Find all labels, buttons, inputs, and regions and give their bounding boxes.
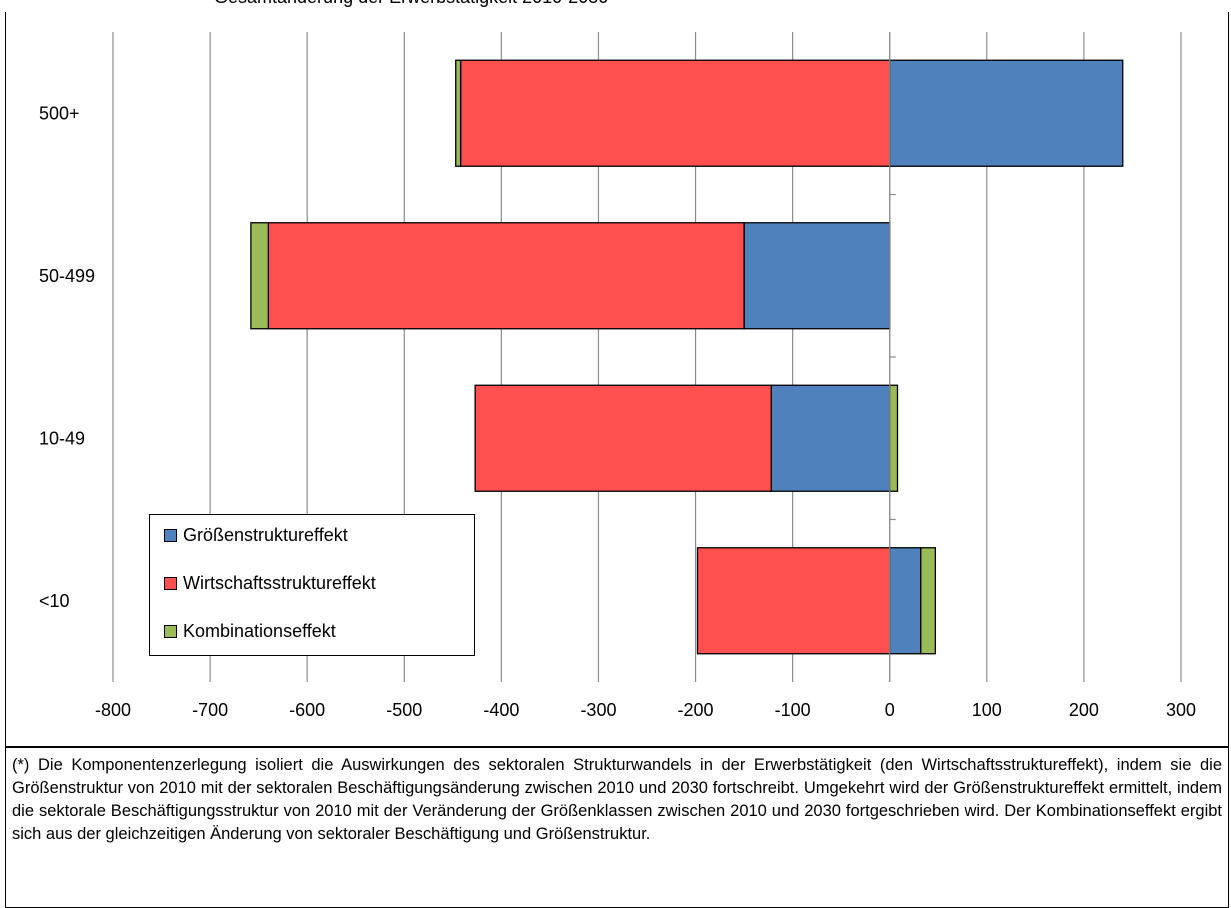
x-tick-label: -300 bbox=[580, 700, 616, 720]
x-tick-label: -700 bbox=[192, 700, 228, 720]
chart-caption-cropped: Gesamtänderung der Erwerbstätigkeit 2010… bbox=[214, 0, 608, 8]
x-tick-label: -600 bbox=[289, 700, 325, 720]
bar-kombinationseffekt-50499 bbox=[250, 222, 269, 330]
bar-kombinationseffekt-1049 bbox=[889, 384, 899, 492]
legend-label: Größenstruktureffekt bbox=[183, 525, 348, 545]
x-tick-label: 100 bbox=[972, 700, 1002, 720]
x-tick-label: -500 bbox=[386, 700, 422, 720]
y-category-label: <10 bbox=[39, 591, 70, 611]
x-tick-label: 200 bbox=[1069, 700, 1099, 720]
bar-größenstruktureffekt-50499 bbox=[743, 222, 891, 330]
bar-kombinationseffekt-10 bbox=[920, 547, 937, 655]
footnote-text: (*) Die Komponentenzerlegung isoliert di… bbox=[12, 756, 1222, 843]
bar-größenstruktureffekt-1049 bbox=[770, 384, 891, 492]
bar-kombinationseffekt-500 bbox=[455, 59, 462, 167]
legend-item-wirtschaftsstruktureffekt: Wirtschaftsstruktureffekt bbox=[164, 573, 376, 594]
y-category-label: 10-49 bbox=[39, 428, 85, 448]
y-category-label: 50-499 bbox=[39, 266, 95, 286]
x-tick-label: -200 bbox=[678, 700, 714, 720]
bar-wirtschaftsstruktureffekt-50499 bbox=[267, 222, 745, 330]
legend-item-groessenstruktureffekt: Größenstruktureffekt bbox=[164, 525, 348, 546]
legend-swatch-green bbox=[164, 625, 177, 638]
bar-wirtschaftsstruktureffekt-10 bbox=[696, 547, 891, 655]
footnote: (*) Die Komponentenzerlegung isoliert di… bbox=[5, 747, 1229, 908]
x-tick-label: -100 bbox=[775, 700, 811, 720]
bar-größenstruktureffekt-500 bbox=[889, 59, 1124, 167]
legend-item-kombinationseffekt: Kombinationseffekt bbox=[164, 621, 336, 642]
x-tick-label: -400 bbox=[483, 700, 519, 720]
legend-label: Kombinationseffekt bbox=[183, 621, 336, 641]
legend: Größenstruktureffekt Wirtschaftsstruktur… bbox=[149, 514, 475, 656]
bar-größenstruktureffekt-10 bbox=[889, 547, 922, 655]
stacked-bar-chart: -800 -700 -600 -500 -400 -300 -200 -100 0 100 200 3… bbox=[39, 32, 1196, 720]
y-category-label: 500+ bbox=[39, 103, 80, 123]
legend-label: Wirtschaftsstruktureffekt bbox=[183, 573, 376, 593]
legend-swatch-blue bbox=[164, 529, 177, 542]
x-tick-label: 300 bbox=[1166, 700, 1196, 720]
x-tick-label: 0 bbox=[885, 700, 895, 720]
bar-wirtschaftsstruktureffekt-500 bbox=[459, 59, 891, 167]
legend-swatch-red bbox=[164, 577, 177, 590]
bar-wirtschaftsstruktureffekt-1049 bbox=[474, 384, 772, 492]
chart-frame: -800 -700 -600 -500 -400 -300 -200 -100 0 100 200 3… bbox=[5, 12, 1229, 747]
x-tick-label: -800 bbox=[95, 700, 131, 720]
